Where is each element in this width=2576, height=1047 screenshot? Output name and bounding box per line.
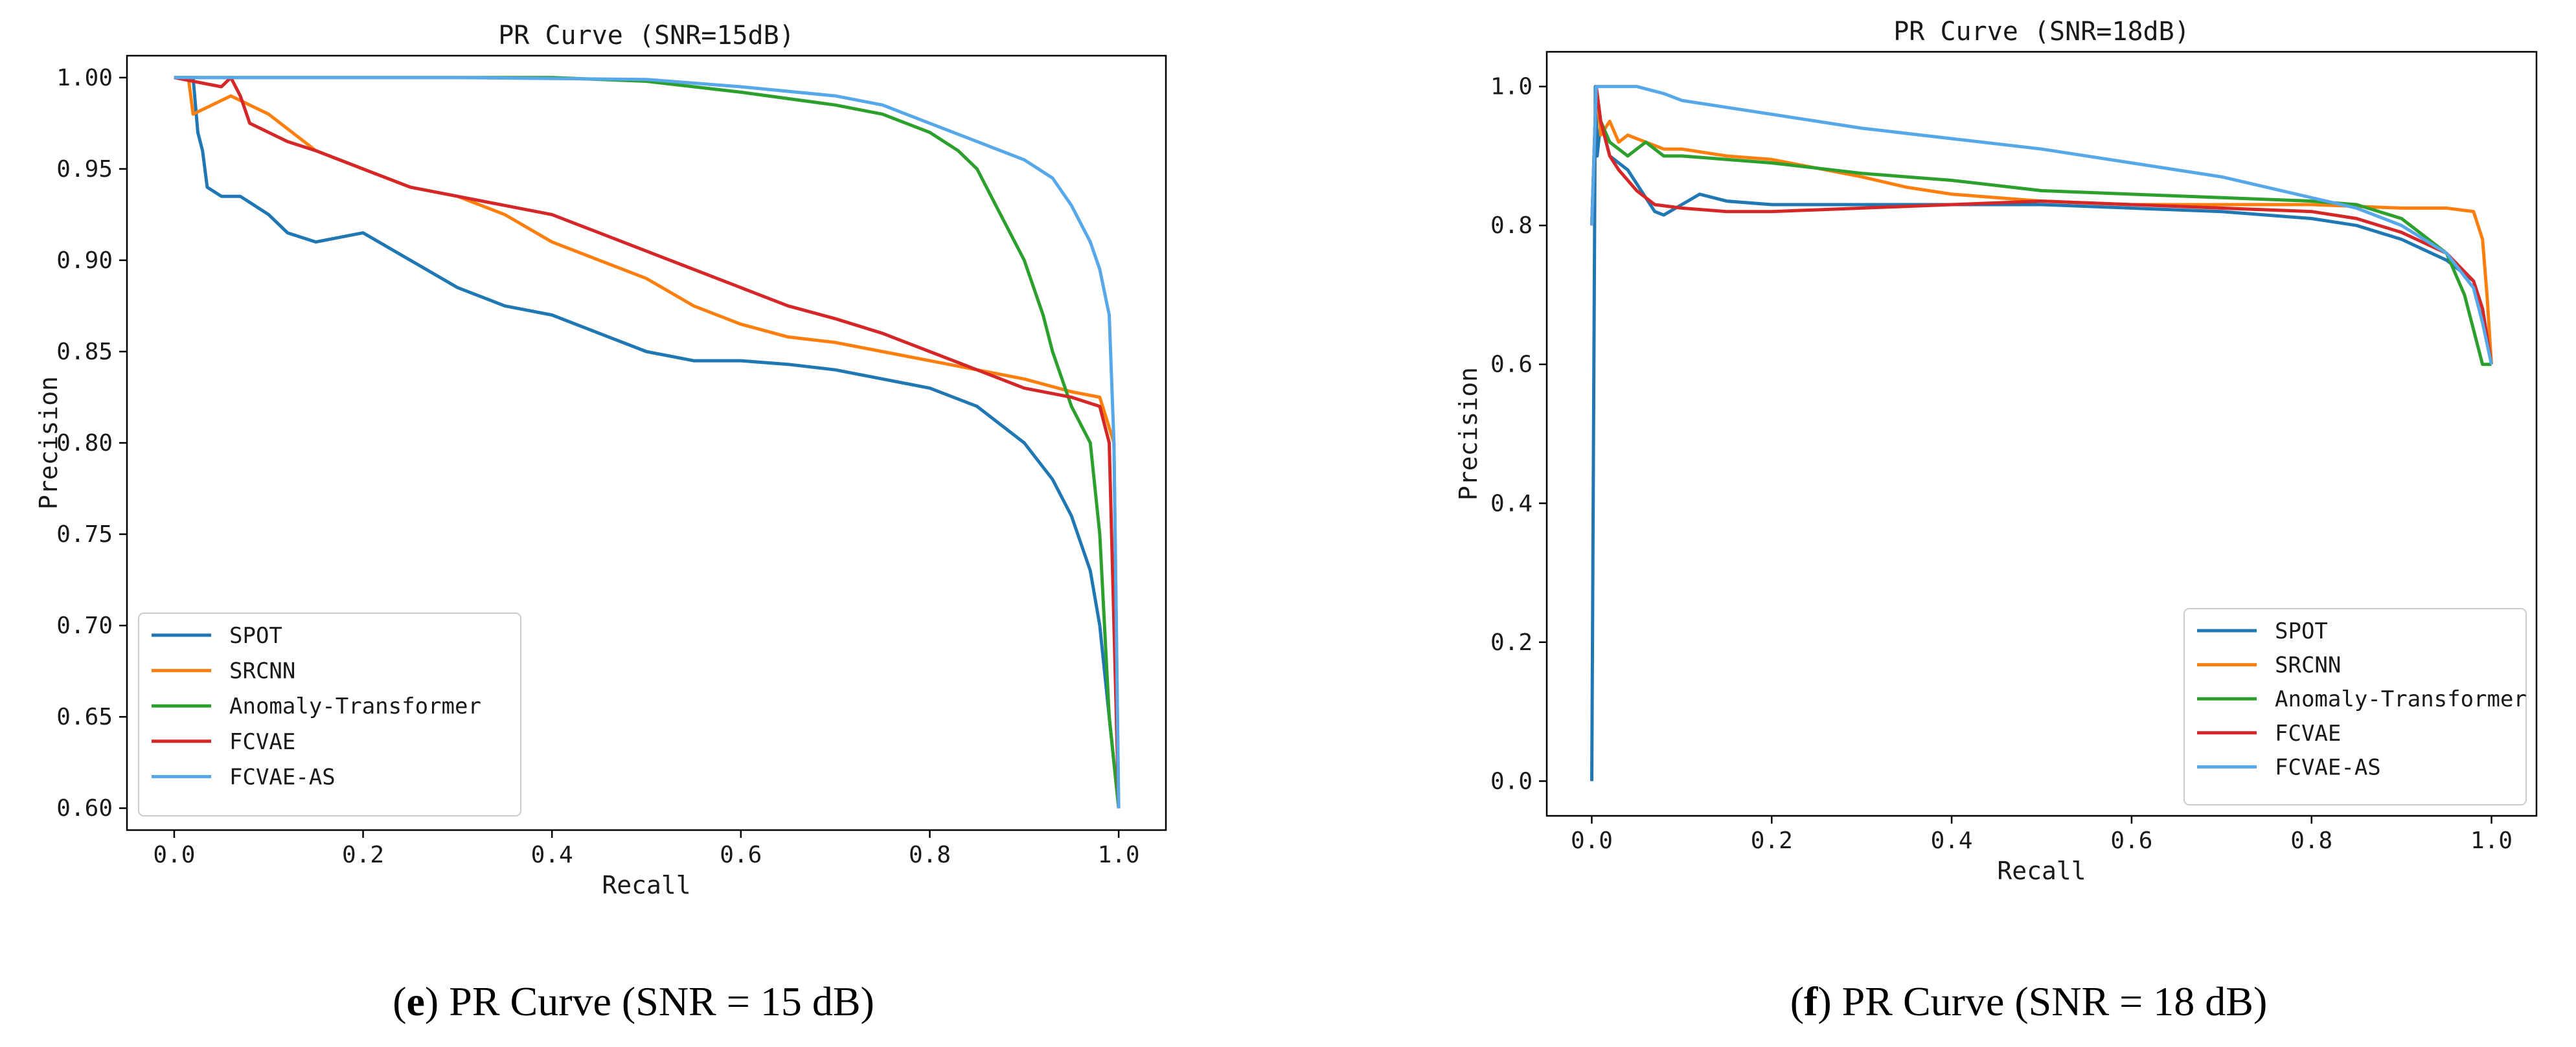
x-tick-label: 0.8 — [909, 842, 951, 868]
y-tick-label: 0.65 — [56, 704, 113, 730]
x-tick-label: 0.2 — [342, 842, 384, 868]
legend-label: FCVAE-AS — [2275, 754, 2381, 780]
y-tick-label: 0.2 — [1490, 629, 1533, 656]
x-tick-label: 0.6 — [2110, 827, 2152, 854]
x-tick-label: 0.0 — [153, 842, 195, 868]
legend-label: FCVAE — [229, 729, 295, 755]
pr-chart-snr18: PR Curve (SNR=18dB) 0.0 0.2 0.4 0.6 0.8 1.00.… — [1454, 17, 2538, 1024]
x-tick-label: 0.4 — [1931, 827, 1973, 854]
y-tick-label: 0.75 — [56, 521, 113, 548]
x-tick-label: 1.0 — [2470, 827, 2513, 854]
y-tick-label: 0.60 — [56, 795, 113, 822]
chart-title: PR Curve (SNR=15dB) — [498, 21, 795, 51]
series-line-srcnn — [174, 76, 1121, 809]
legend-label: SPOT — [2275, 618, 2328, 644]
series-line-anomaly-transformer — [174, 76, 1121, 809]
pr-chart-snr15: PR Curve (SNR=15dB) 0.0 0.2 0.4 0.6 0.8 1.00.… — [34, 21, 1167, 1024]
caption-letter: f — [1804, 978, 1818, 1024]
caption-text: ) PR Curve (SNR = 15 dB) — [425, 978, 874, 1024]
subfigure-caption: (f) PR Curve (SNR = 18 dB) — [1790, 978, 2268, 1024]
legend-label: Anomaly-Transformer — [229, 693, 481, 719]
caption-text: ) PR Curve (SNR = 18 dB) — [1818, 978, 2267, 1024]
plot-lines — [174, 76, 1121, 809]
legend-label: FCVAE-AS — [229, 764, 336, 790]
x-tick-label: 0.4 — [531, 842, 573, 868]
series-line-srcnn — [1590, 85, 2493, 365]
axes-frame — [1545, 51, 2538, 817]
series-line-fcvae-as — [1590, 85, 2493, 365]
ticks: 0.0 0.2 0.4 0.6 0.8 1.0 0.60 0.65 0.70 0.75 0.80 0.… — [56, 65, 1139, 868]
legend-box — [138, 613, 521, 816]
series-line-fcvae — [1590, 85, 2493, 365]
caption-letter: e — [407, 978, 425, 1024]
series-line-spot — [174, 76, 1121, 809]
y-tick-label: 1.0 — [1490, 74, 1533, 100]
ticks: 0.0 0.2 0.4 0.6 0.8 1.0 0.0 0.2 0.4 0.6 0.8 1.0 — [1490, 74, 2513, 854]
x-tick-label: 0.8 — [2290, 827, 2332, 854]
x-tick-label: 0.6 — [720, 842, 762, 868]
y-tick-label: 0.90 — [56, 247, 113, 274]
y-tick-label: 1.00 — [56, 65, 113, 91]
legend-label: SRCNN — [2275, 653, 2341, 679]
legend: SPOT SRCNN Anomaly-Transformer FCVAE FCVAE-A… — [2183, 608, 2527, 805]
y-tick-label: 0.85 — [56, 339, 113, 365]
y-axis-label: Precision — [1454, 367, 1483, 501]
legend: SPOT SRCNN Anomaly-Transformer FCVAE FCVAE-A… — [138, 613, 521, 816]
y-tick-label: 0.4 — [1490, 490, 1533, 517]
x-axis-label: Recall — [1997, 857, 2086, 885]
legend-box — [2183, 608, 2527, 805]
y-tick-label: 0.80 — [56, 430, 113, 456]
legend-label: Anomaly-Transformer — [2275, 686, 2527, 712]
x-tick-label: 1.0 — [1098, 842, 1140, 868]
axes-frame — [126, 54, 1167, 831]
y-tick-label: 0.6 — [1490, 352, 1533, 378]
y-tick-label: 0.95 — [56, 156, 113, 183]
y-tick-label: 0.0 — [1490, 768, 1533, 794]
x-tick-label: 0.2 — [1751, 827, 1793, 854]
y-tick-label: 0.8 — [1490, 212, 1533, 239]
x-axis-label: Recall — [602, 871, 690, 899]
legend-label: FCVAE — [2275, 721, 2341, 747]
legend-label: SPOT — [229, 623, 282, 649]
legend-label: SRCNN — [229, 659, 295, 684]
series-line-fcvae-as — [174, 76, 1121, 809]
series-line-fcvae — [174, 76, 1121, 809]
y-tick-label: 0.70 — [56, 613, 113, 639]
x-tick-label: 0.0 — [1571, 827, 1613, 854]
y-axis-label: Precision — [34, 376, 63, 510]
chart-title: PR Curve (SNR=18dB) — [1893, 17, 2190, 47]
series-line-anomaly-transformer — [1590, 85, 2492, 366]
subfigure-caption: (e) PR Curve (SNR = 15 dB) — [393, 978, 874, 1024]
plot-lines — [1590, 85, 2493, 782]
